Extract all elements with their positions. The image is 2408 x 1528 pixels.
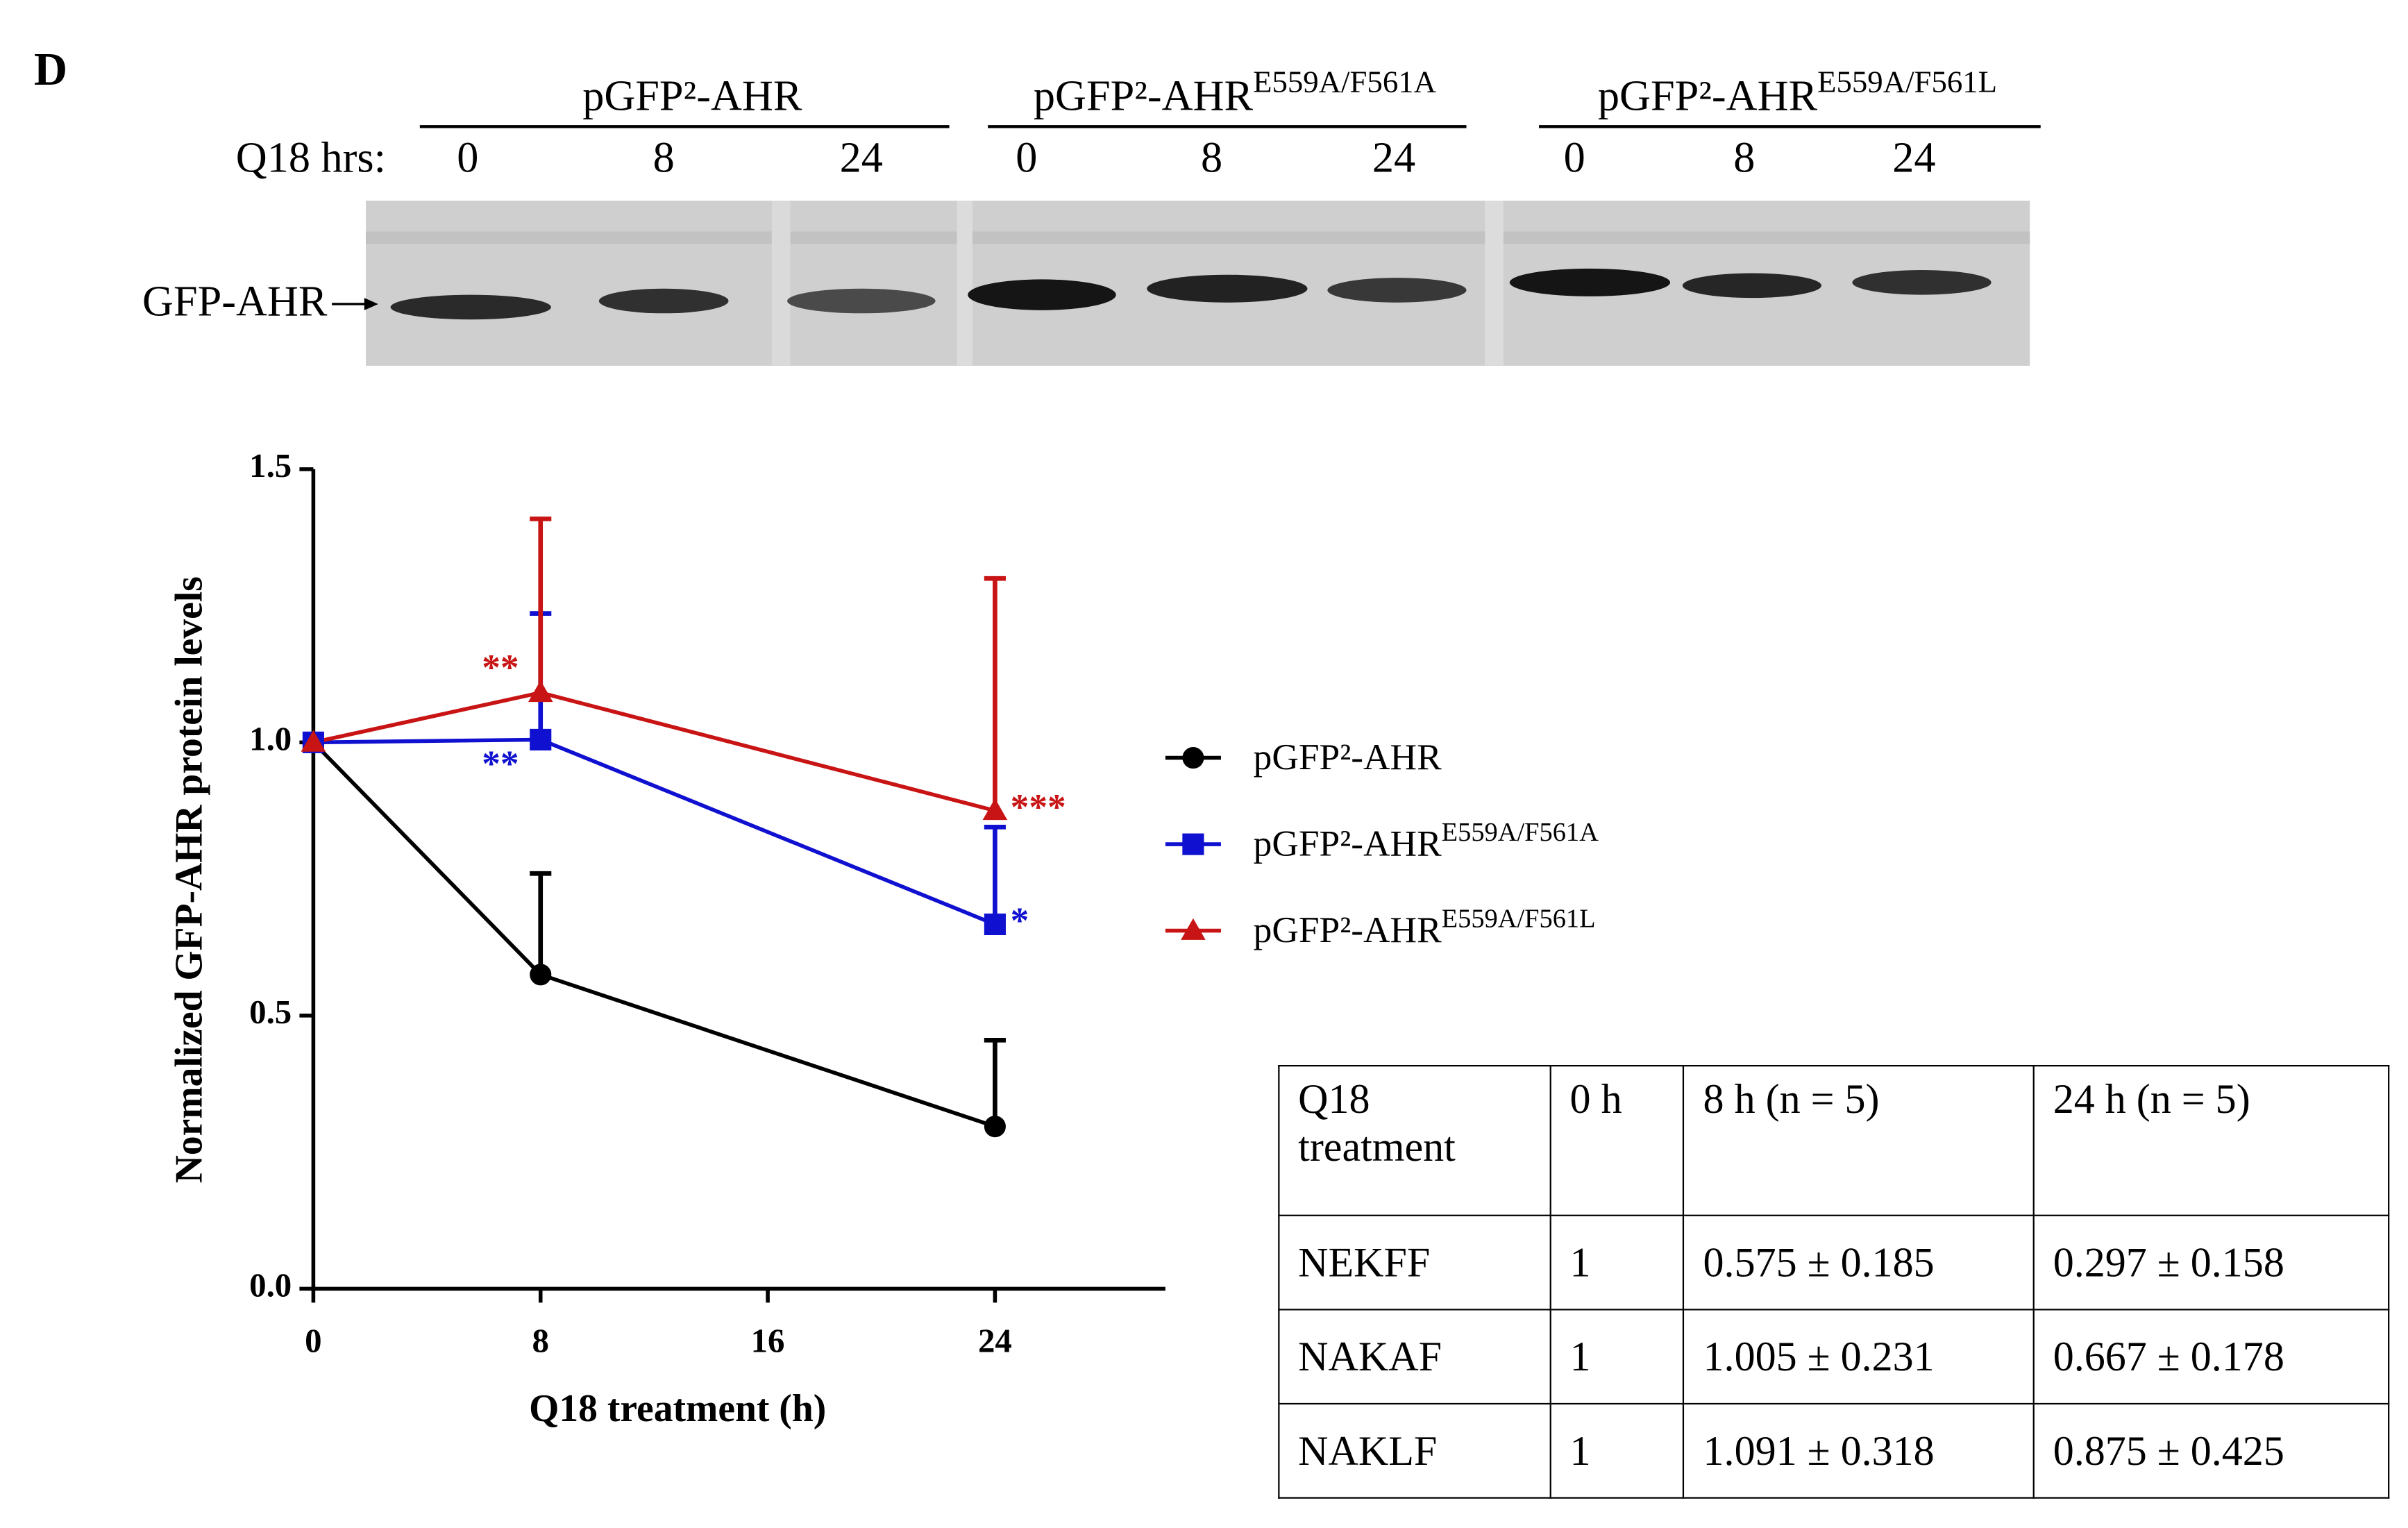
legend-marker xyxy=(1182,833,1204,855)
blot-band xyxy=(598,288,729,314)
blot-lane-gap xyxy=(771,201,791,366)
lane-label: 8 xyxy=(653,135,675,182)
lane-label: 8 xyxy=(1733,135,1755,182)
y-tick-label: 1.5 xyxy=(249,446,292,485)
blot-band xyxy=(1682,273,1821,299)
significance-label: *** xyxy=(1011,786,1066,828)
y-tick-label: 0.0 xyxy=(249,1266,292,1304)
table-cell: 0.667 ± 0.178 xyxy=(2032,1309,2390,1405)
table-cell: 0.575 ± 0.185 xyxy=(1683,1214,2035,1311)
blot-band xyxy=(1852,270,1992,295)
lane-label: 24 xyxy=(1892,135,1935,182)
table-cell: NEKFF xyxy=(1278,1214,1551,1311)
table-cell: Q18 treatment xyxy=(1278,1065,1551,1216)
table-cell: 1.091 ± 0.318 xyxy=(1683,1402,2035,1499)
data-point xyxy=(530,964,552,986)
y-axis-label: Normalized GFP-AHR protein levels xyxy=(168,576,211,1183)
panel-label: D xyxy=(34,44,67,95)
name: pGFP²-AHR xyxy=(1254,736,1442,778)
blot-band xyxy=(390,294,551,320)
error-bar xyxy=(984,825,1006,925)
table-row: NAKAF 1 1.005 ± 0.231 0.667 ± 0.178 xyxy=(1278,1309,2390,1405)
superscript: E559A/F561L xyxy=(1817,65,1997,99)
superscript: E559A/F561A xyxy=(1442,818,1599,847)
x-axis-label: Q18 treatment (h) xyxy=(529,1387,826,1430)
table-cell: 24 h (n = 5) xyxy=(2032,1065,2390,1216)
blot-lane-gap xyxy=(1485,201,1504,366)
data-point xyxy=(984,1116,1006,1138)
table-cell: NAKAF xyxy=(1278,1309,1551,1405)
data-point xyxy=(982,798,1008,821)
name: pGFP²-AHR xyxy=(1254,823,1442,864)
error-bar xyxy=(530,871,552,975)
blot-band xyxy=(1509,268,1671,296)
table-cell: 1.005 ± 0.231 xyxy=(1683,1309,2035,1405)
significance-label: ** xyxy=(482,743,519,784)
data-point xyxy=(530,728,552,750)
lane-label: 24 xyxy=(840,135,883,182)
series-line xyxy=(312,690,996,813)
table-row: NEKFF 1 0.575 ± 0.185 0.297 ± 0.158 xyxy=(1278,1214,2390,1311)
error-bar xyxy=(984,1037,1006,1127)
table-cell: 0.875 ± 0.425 xyxy=(2032,1402,2390,1499)
name: pGFP²-AHR xyxy=(1034,73,1254,120)
y-tick-label: 1.0 xyxy=(249,720,292,758)
legend-marker xyxy=(1181,918,1206,940)
table-cell: 0.297 ± 0.158 xyxy=(2032,1214,2390,1311)
name: pGFP²-AHR xyxy=(582,73,802,120)
blot-band xyxy=(1147,274,1308,303)
data-point xyxy=(301,730,326,752)
error-bar xyxy=(530,517,552,693)
name: pGFP²-AHR xyxy=(1254,909,1442,950)
lane-label: 0 xyxy=(1564,135,1585,182)
lane-label: 24 xyxy=(1372,135,1415,182)
legend-marker xyxy=(1182,747,1204,769)
significance-label: * xyxy=(1011,900,1029,941)
blot-band xyxy=(968,279,1116,310)
blot-band xyxy=(1327,278,1467,303)
x-tick-label: 0 xyxy=(305,1322,321,1360)
table-cell: 8 h (n = 5) xyxy=(1683,1065,2035,1216)
y-tick-label: 0.5 xyxy=(249,993,292,1031)
table-row: NAKLF 1 1.091 ± 0.318 0.875 ± 0.425 xyxy=(1278,1402,2390,1499)
row-label: Q18 hrs: xyxy=(236,135,386,182)
series-line xyxy=(313,737,996,927)
name-label: pGFP²-AHRE559A/F561L xyxy=(1598,65,1997,120)
blot-background-band xyxy=(366,231,2030,244)
name-label: pGFP²-AHRE559A/F561A xyxy=(1034,65,1437,120)
blot-lane-gap xyxy=(957,201,973,366)
table-cell: NAKLF xyxy=(1278,1402,1551,1499)
error-bar xyxy=(984,576,1006,811)
blot-band xyxy=(787,288,936,314)
table-cell: 1 xyxy=(1549,1309,1685,1405)
name-label: pGFP²-AHRE559A/F561A xyxy=(1254,818,1599,864)
band-label: GFP-AHR xyxy=(142,278,328,325)
x-tick-label: 16 xyxy=(751,1322,785,1360)
name: pGFP²-AHR xyxy=(1598,73,1818,120)
band-arrowhead xyxy=(364,298,378,310)
series-line xyxy=(312,741,996,1129)
x-tick-label: 24 xyxy=(978,1322,1012,1360)
name-label: pGFP²-AHR xyxy=(1254,736,1442,778)
data-point xyxy=(984,913,1006,935)
lane-label: 0 xyxy=(1016,135,1037,182)
superscript: E559A/F561L xyxy=(1442,904,1596,933)
significance-label: ** xyxy=(482,646,519,688)
name-label: pGFP²-AHR xyxy=(582,73,802,120)
name-label: pGFP²-AHRE559A/F561L xyxy=(1254,904,1596,950)
x-tick-label: 8 xyxy=(532,1322,549,1360)
data-point xyxy=(528,680,553,703)
lane-label: 8 xyxy=(1201,135,1222,182)
lane-label: 0 xyxy=(457,135,478,182)
superscript: E559A/F561A xyxy=(1253,65,1437,99)
table-cell: 1 xyxy=(1549,1214,1685,1311)
table-cell: 0 h xyxy=(1549,1065,1685,1216)
table-cell: 1 xyxy=(1549,1402,1685,1499)
